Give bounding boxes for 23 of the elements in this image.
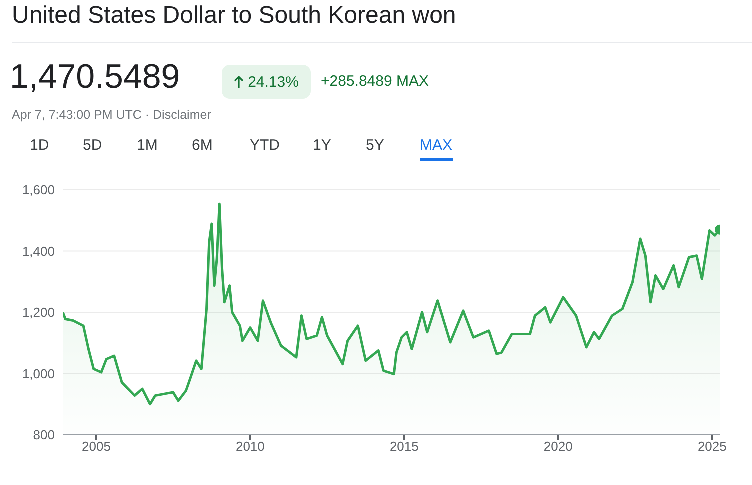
text: 6M xyxy=(192,137,213,156)
text: Apr 7, 7:43:00 PM UTC · Disclaimer xyxy=(12,108,212,122)
x-tick-label: 2005 xyxy=(82,439,111,454)
y-tick-label: 1,000 xyxy=(22,366,55,382)
text: 1M xyxy=(137,137,158,156)
text: 5D xyxy=(83,137,102,156)
text: +285.8489 MAX xyxy=(321,73,429,90)
text: 5Y xyxy=(366,137,384,156)
x-tick-label: 2015 xyxy=(390,439,419,454)
chart-title: United States Dollar to South Korean won xyxy=(12,2,456,30)
y-tick-label: 1,200 xyxy=(22,305,55,320)
y-tick-label: 1,600 xyxy=(22,182,55,198)
x-tick-label: 2025 xyxy=(698,439,727,454)
text: 1,470.5489 xyxy=(10,58,180,97)
text: 24.13% xyxy=(248,74,299,90)
text: MAX xyxy=(420,137,453,161)
x-tick-label: 2020 xyxy=(544,439,573,454)
y-tick-label: 1,400 xyxy=(22,244,55,259)
text: 1D xyxy=(30,137,50,156)
y-tick-label: 800 xyxy=(33,428,55,443)
text: YTD xyxy=(250,137,280,156)
x-tick-label: 2010 xyxy=(236,439,265,454)
text: 1Y xyxy=(313,137,332,156)
